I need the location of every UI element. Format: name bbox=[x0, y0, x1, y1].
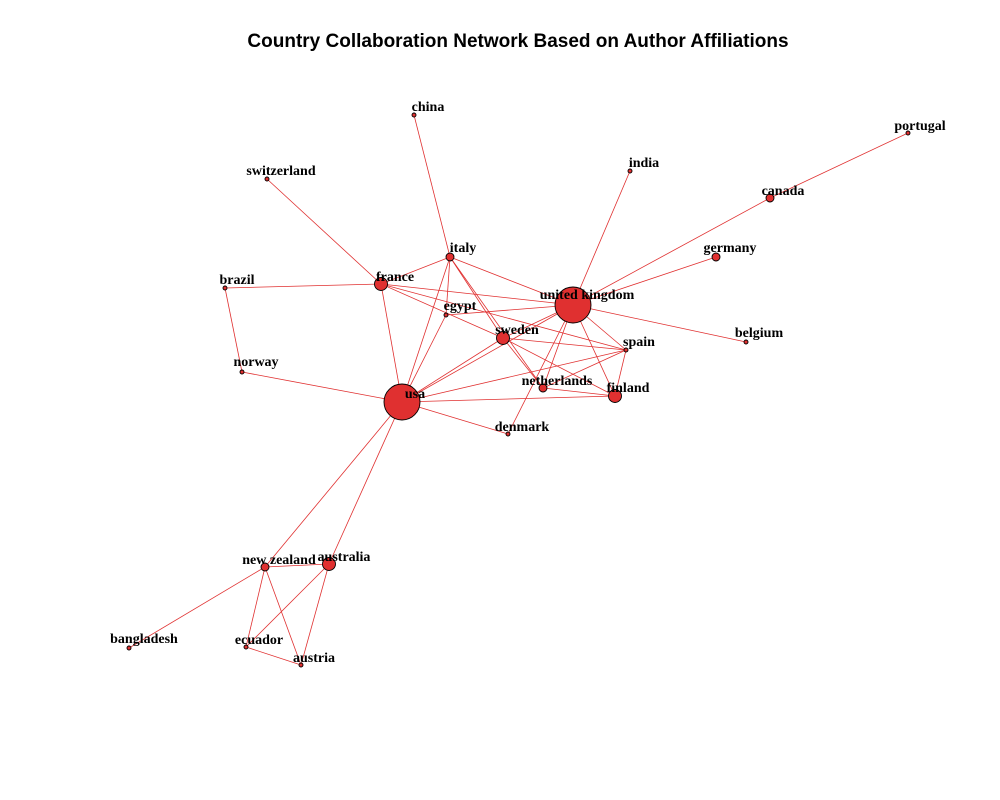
node-denmark bbox=[505, 431, 511, 437]
edge-usa-france bbox=[380, 283, 403, 403]
node-label-usa: usa bbox=[405, 387, 425, 402]
diagram-title: Country Collaboration Network Based on A… bbox=[247, 31, 788, 52]
node-australia bbox=[322, 557, 336, 571]
edge-italy-egypt bbox=[445, 256, 451, 316]
label-layer: usa united kingdom france sweden finland aust… bbox=[110, 100, 946, 666]
node-label-uk: united kingdom bbox=[540, 288, 635, 303]
edge-usa-finland bbox=[401, 395, 616, 403]
node-label-bangladesh: bangladesh bbox=[110, 632, 178, 647]
edge-australia-austria bbox=[300, 563, 330, 666]
node-label-spain: spain bbox=[623, 335, 655, 350]
edge-usa-new_zealand bbox=[264, 401, 403, 568]
node-usa bbox=[383, 383, 421, 421]
node-ecuador bbox=[243, 644, 249, 650]
edge-australia-new_zealand bbox=[264, 563, 330, 568]
node-india bbox=[627, 168, 633, 174]
node-label-france: france bbox=[376, 270, 414, 285]
node-new_zealand bbox=[260, 562, 270, 572]
node-spain bbox=[623, 347, 629, 353]
node-brazil bbox=[222, 285, 228, 291]
node-label-norway: norway bbox=[233, 355, 278, 370]
node-label-belgium: belgium bbox=[735, 326, 784, 341]
node-label-egypt: egypt bbox=[444, 299, 477, 314]
edge-usa-australia bbox=[328, 401, 403, 565]
node-label-switzerland: switzerland bbox=[246, 164, 315, 179]
node-label-netherlands: netherlands bbox=[522, 374, 593, 389]
node-portugal bbox=[905, 130, 911, 136]
edge-france-spain bbox=[380, 283, 627, 351]
node-label-sweden: sweden bbox=[495, 323, 539, 338]
edge-netherlands-spain bbox=[542, 349, 627, 389]
node-egypt bbox=[443, 312, 449, 318]
edge-usa-uk bbox=[401, 304, 574, 403]
node-germany bbox=[711, 252, 721, 262]
edge-ecuador-austria bbox=[245, 646, 302, 666]
node-bangladesh bbox=[126, 645, 132, 651]
node-label-china: china bbox=[412, 100, 445, 115]
edge-new_zealand-austria bbox=[264, 566, 302, 666]
edge-netherlands-finland bbox=[542, 387, 616, 397]
edge-italy-netherlands bbox=[449, 256, 544, 389]
node-label-italy: italy bbox=[450, 241, 476, 256]
node-uk bbox=[554, 286, 592, 324]
node-label-austria: austria bbox=[293, 651, 335, 666]
edge-uk-denmark bbox=[507, 304, 574, 435]
node-label-brazil: brazil bbox=[220, 273, 255, 288]
node-label-india: india bbox=[629, 156, 659, 171]
edge-france-brazil bbox=[224, 283, 382, 289]
edge-new_zealand-ecuador bbox=[245, 566, 266, 648]
edge-australia-ecuador bbox=[245, 563, 330, 648]
node-canada bbox=[765, 193, 775, 203]
node-austria bbox=[298, 662, 304, 668]
edge-uk-italy bbox=[449, 256, 574, 306]
node-italy bbox=[445, 252, 455, 262]
node-norway bbox=[239, 369, 245, 375]
node-label-australia: australia bbox=[318, 550, 371, 565]
edge-finland-spain bbox=[614, 349, 627, 397]
node-label-ecuador: ecuador bbox=[235, 633, 283, 648]
edge-sweden-spain bbox=[502, 337, 627, 351]
edge-sweden-finland bbox=[502, 337, 616, 397]
edge-uk-belgium bbox=[572, 304, 747, 343]
edge-italy-sweden bbox=[449, 256, 504, 339]
node-france bbox=[374, 277, 388, 291]
node-label-new_zealand: new zealand bbox=[242, 553, 316, 568]
node-label-denmark: denmark bbox=[495, 420, 550, 435]
edge-usa-denmark bbox=[401, 401, 509, 435]
edge-uk-india bbox=[572, 170, 631, 306]
node-china bbox=[411, 112, 417, 118]
node-label-finland: finland bbox=[607, 381, 650, 396]
node-belgium bbox=[743, 339, 749, 345]
node-label-germany: germany bbox=[704, 241, 757, 256]
node-sweden bbox=[496, 331, 510, 345]
node-finland bbox=[608, 389, 622, 403]
edge-france-sweden bbox=[380, 283, 504, 339]
node-switzerland bbox=[264, 176, 270, 182]
edge-uk-canada bbox=[572, 197, 771, 306]
edge-usa-spain bbox=[401, 349, 627, 403]
node-layer bbox=[126, 112, 911, 668]
edge-italy-china bbox=[413, 114, 451, 258]
edge-usa-norway bbox=[241, 371, 403, 403]
edge-usa-sweden bbox=[401, 337, 504, 403]
edge-canada-portugal bbox=[769, 132, 909, 199]
edge-france-switzerland bbox=[266, 178, 382, 285]
edge-uk-egypt bbox=[445, 304, 574, 316]
node-label-portugal: portugal bbox=[894, 119, 945, 134]
edge-france-italy bbox=[380, 256, 451, 285]
edge-usa-italy bbox=[401, 256, 451, 403]
edge-brazil-norway bbox=[224, 287, 243, 373]
edge-layer bbox=[128, 114, 909, 666]
edge-sweden-netherlands bbox=[502, 337, 544, 389]
node-label-canada: canada bbox=[762, 184, 805, 199]
edge-uk-germany bbox=[572, 256, 717, 306]
node-netherlands bbox=[538, 383, 548, 393]
edge-new_zealand-bangladesh bbox=[128, 566, 266, 649]
